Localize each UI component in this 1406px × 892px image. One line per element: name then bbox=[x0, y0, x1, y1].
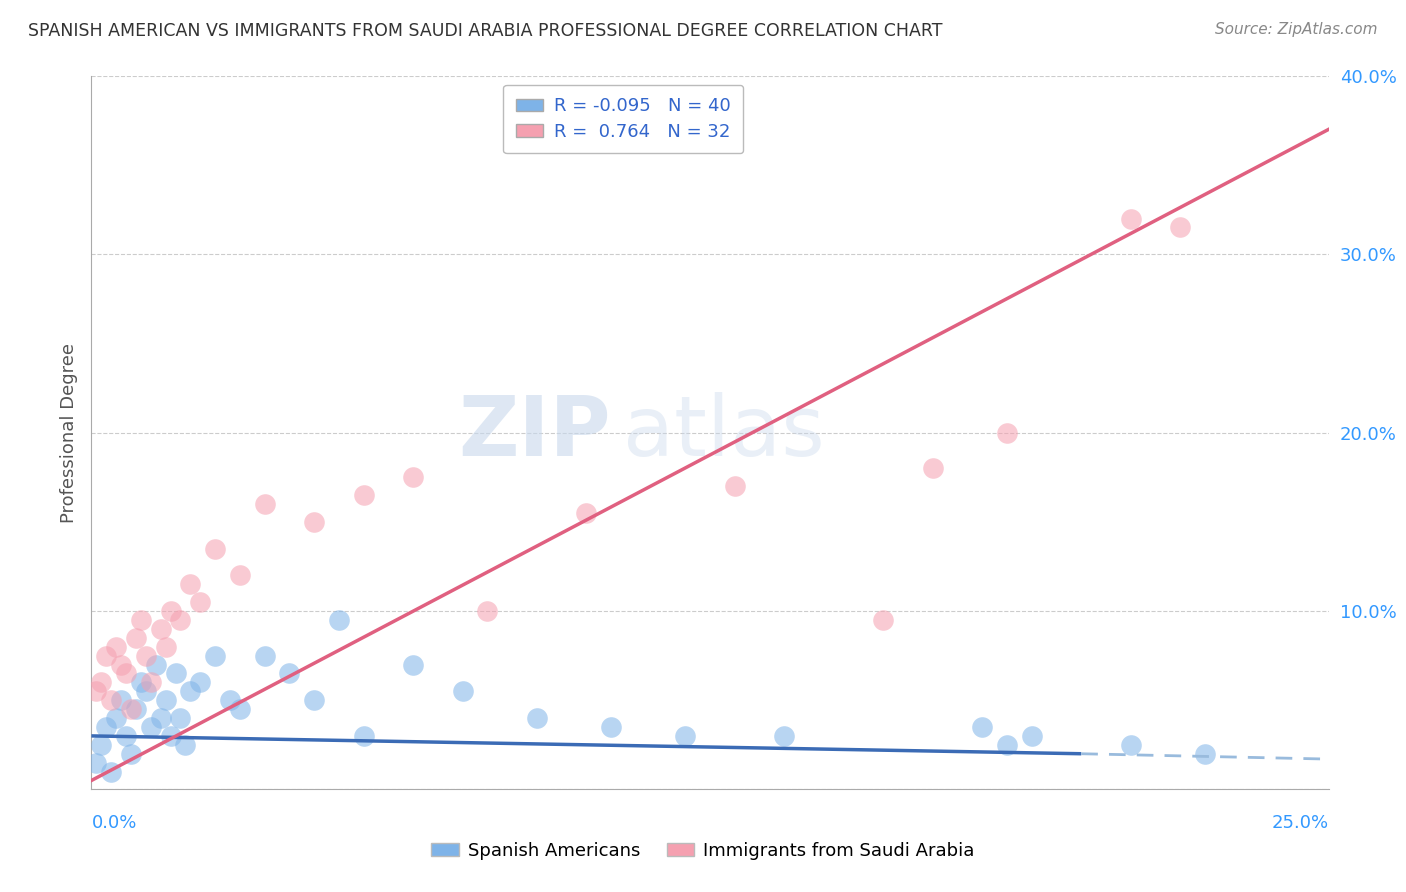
Point bbox=[219, 693, 242, 707]
Point bbox=[1119, 211, 1142, 226]
Point bbox=[120, 702, 142, 716]
Point bbox=[135, 648, 157, 663]
Point bbox=[100, 693, 122, 707]
Point bbox=[86, 756, 108, 770]
Text: 0.0%: 0.0% bbox=[91, 814, 136, 831]
Text: Source: ZipAtlas.com: Source: ZipAtlas.com bbox=[1215, 22, 1378, 37]
Point bbox=[229, 568, 252, 582]
Text: atlas: atlas bbox=[623, 392, 825, 473]
Point bbox=[402, 470, 425, 484]
Point bbox=[477, 604, 499, 618]
Point bbox=[972, 720, 994, 734]
Point bbox=[1119, 738, 1142, 752]
Point bbox=[353, 729, 375, 743]
Point bbox=[575, 506, 598, 520]
Point bbox=[105, 640, 128, 654]
Point bbox=[253, 497, 276, 511]
Point bbox=[96, 648, 118, 663]
Point bbox=[105, 711, 128, 725]
Point bbox=[125, 631, 148, 645]
Point bbox=[159, 604, 181, 618]
Point bbox=[302, 515, 325, 529]
Point bbox=[120, 747, 142, 761]
Point bbox=[90, 675, 112, 690]
Point bbox=[179, 577, 201, 591]
Point bbox=[129, 675, 152, 690]
Point bbox=[159, 729, 181, 743]
Point bbox=[872, 613, 894, 627]
Point bbox=[1021, 729, 1043, 743]
Point bbox=[179, 684, 201, 698]
Point bbox=[125, 702, 148, 716]
Text: 25.0%: 25.0% bbox=[1271, 814, 1329, 831]
Point bbox=[724, 479, 747, 493]
Point bbox=[328, 613, 350, 627]
Point bbox=[278, 666, 301, 681]
Y-axis label: Professional Degree: Professional Degree bbox=[59, 343, 77, 523]
Point bbox=[773, 729, 796, 743]
Point bbox=[174, 738, 197, 752]
Point bbox=[100, 764, 122, 779]
Point bbox=[353, 488, 375, 502]
Point bbox=[149, 711, 172, 725]
Point bbox=[139, 720, 162, 734]
Point bbox=[253, 648, 276, 663]
Point bbox=[451, 684, 474, 698]
Text: SPANISH AMERICAN VS IMMIGRANTS FROM SAUDI ARABIA PROFESSIONAL DEGREE CORRELATION: SPANISH AMERICAN VS IMMIGRANTS FROM SAUD… bbox=[28, 22, 942, 40]
Point bbox=[995, 425, 1018, 440]
Point bbox=[129, 613, 152, 627]
Point bbox=[115, 729, 138, 743]
Point bbox=[600, 720, 623, 734]
Point bbox=[115, 666, 138, 681]
Point bbox=[402, 657, 425, 672]
Point bbox=[204, 541, 226, 556]
Text: ZIP: ZIP bbox=[458, 392, 612, 473]
Point bbox=[204, 648, 226, 663]
Point bbox=[188, 595, 211, 609]
Point bbox=[169, 613, 191, 627]
Point bbox=[96, 720, 118, 734]
Point bbox=[1168, 220, 1191, 235]
Point bbox=[155, 693, 177, 707]
Point bbox=[169, 711, 191, 725]
Point bbox=[135, 684, 157, 698]
Point bbox=[921, 461, 943, 475]
Point bbox=[149, 622, 172, 636]
Point bbox=[165, 666, 187, 681]
Legend: R = -0.095   N = 40, R =  0.764   N = 32: R = -0.095 N = 40, R = 0.764 N = 32 bbox=[503, 85, 744, 153]
Point bbox=[229, 702, 252, 716]
Point bbox=[188, 675, 211, 690]
Point bbox=[995, 738, 1018, 752]
Point bbox=[302, 693, 325, 707]
Point bbox=[110, 693, 132, 707]
Legend: Spanish Americans, Immigrants from Saudi Arabia: Spanish Americans, Immigrants from Saudi… bbox=[425, 835, 981, 867]
Point bbox=[110, 657, 132, 672]
Point bbox=[673, 729, 696, 743]
Point bbox=[90, 738, 112, 752]
Point bbox=[145, 657, 167, 672]
Point bbox=[139, 675, 162, 690]
Point bbox=[155, 640, 177, 654]
Point bbox=[526, 711, 548, 725]
Point bbox=[86, 684, 108, 698]
Point bbox=[1194, 747, 1216, 761]
